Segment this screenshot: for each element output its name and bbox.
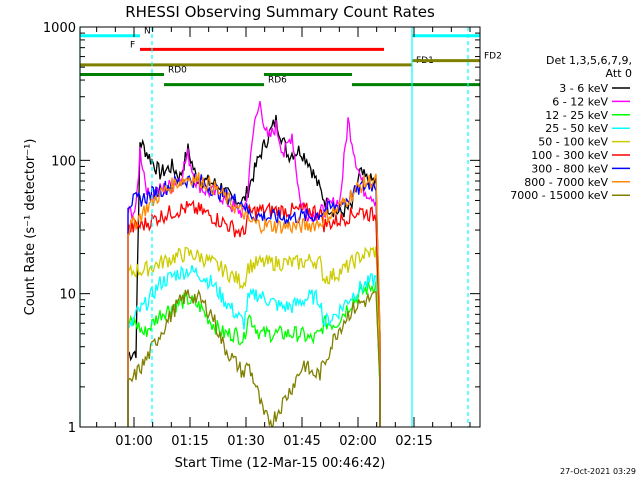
- axes: 1 10 100 1000 01:00 01:15 01:30 01:45 02:00 02:15: [43, 21, 480, 449]
- state-label-fd2: FD2: [484, 52, 502, 62]
- series-line-6-12-kev: [127, 100, 381, 427]
- state-label-rd0: RD0: [168, 66, 187, 76]
- series-line-800-7000-kev: [127, 172, 381, 427]
- legend-label: 7000 - 15000 keV: [510, 189, 608, 202]
- series-line-50-100-kev: [127, 246, 381, 427]
- plot-frame: [79, 26, 481, 428]
- legend-label: 12 - 25 keV: [545, 109, 608, 122]
- series-line-12-25-kev: [127, 280, 381, 427]
- legend-label: 50 - 100 keV: [538, 136, 608, 149]
- state-label-rd6: RD6: [268, 76, 287, 86]
- chart-title: RHESSI Observing Summary Count Rates: [125, 3, 435, 21]
- legend-label: 3 - 6 keV: [559, 82, 608, 95]
- legend-label: 100 - 300 keV: [531, 149, 608, 162]
- y-tick-label: 100: [51, 154, 76, 169]
- series-line-25-50-kev: [127, 264, 381, 427]
- observing-state-bars: NFFD1FD2RD0RD6: [80, 27, 502, 87]
- y-tick-label: 10: [59, 288, 76, 303]
- legend-label: 6 - 12 keV: [552, 95, 608, 108]
- x-tick-label: 01:45: [283, 434, 320, 449]
- footer-timestamp: 27-Oct-2021 03:29: [560, 467, 636, 476]
- legend-title-line-2: Att 0: [606, 67, 632, 80]
- x-tick-label: 02:15: [395, 434, 432, 449]
- legend-label: 300 - 800 keV: [531, 162, 608, 175]
- state-label-n: N: [144, 27, 151, 37]
- legend-title-line-1: Det 1,3,5,6,7,9,: [546, 54, 632, 67]
- series-line-100-300-kev: [127, 199, 381, 427]
- x-tick-label: 01:30: [227, 434, 264, 449]
- y-tick-label: 1: [68, 421, 76, 436]
- legend-label: 25 - 50 keV: [545, 122, 608, 135]
- legend-label: 800 - 7000 keV: [524, 176, 608, 189]
- x-tick-label: 01:00: [115, 434, 152, 449]
- x-axis-label: Start Time (12-Mar-15 00:46:42): [175, 456, 386, 471]
- y-axis-label: Count Rate (s⁻¹ detector⁻¹): [23, 139, 38, 316]
- state-label-f: F: [130, 40, 135, 50]
- series-line-7000-15000-kev: [127, 289, 381, 427]
- series-line-3-6-kev: [127, 114, 381, 427]
- x-tick-label: 02:00: [339, 434, 376, 449]
- series-lines: [127, 100, 381, 427]
- y-tick-label: 1000: [43, 21, 76, 36]
- x-tick-label: 01:15: [171, 434, 208, 449]
